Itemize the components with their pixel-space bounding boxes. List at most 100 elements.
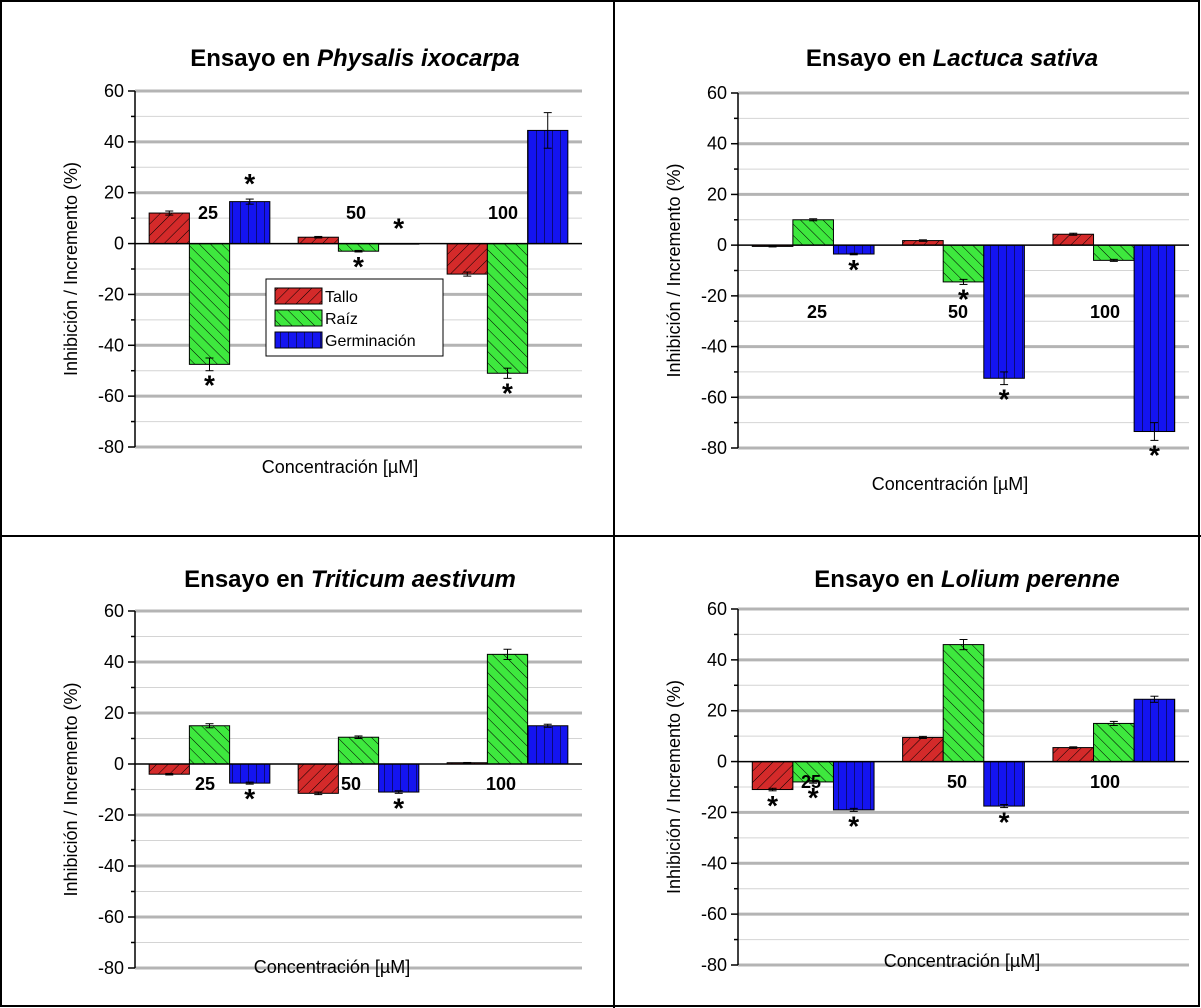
x-axis-label: Concentración [µM] [254, 957, 410, 977]
y-tick-label: 40 [707, 134, 727, 154]
bar-germinacion-50 [378, 763, 420, 793]
chart-svg: Ensayo en Lactuca sativa 60 40 20 0 -20 -40 -60… [664, 45, 1189, 494]
significance-asterisk: * [999, 384, 1010, 415]
x-axis-label: Concentración [µM] [262, 457, 418, 477]
concentration-label-100: 100 [486, 774, 516, 794]
concentration-label-100: 100 [1090, 302, 1120, 322]
bar-germinacion-50 [983, 244, 1025, 379]
legend-label-raiz: Raíz [325, 311, 358, 328]
y-tick-label: 40 [707, 650, 727, 670]
chart-svg: Ensayo en Physalis ixocarpa 60 40 20 0 -20 -40… [61, 45, 582, 477]
y-tick-label: 60 [104, 601, 124, 621]
chart-title-prefix: Ensayo en [184, 566, 311, 593]
significance-asterisk: * [204, 370, 215, 401]
y-tick-label: -20 [701, 286, 727, 306]
concentration-label-100: 100 [1090, 772, 1120, 792]
bar-germinacion-25 [832, 244, 875, 255]
chart-svg: Ensayo en Lolium perenne 60 40 20 0 -20 -40 -60… [664, 566, 1189, 975]
y-tick-label: -80 [98, 437, 124, 457]
bar-tallo-50 [902, 736, 944, 763]
concentration-label-25: 25 [801, 772, 821, 792]
significance-asterisk: * [393, 213, 404, 244]
bar-tallo-50 [297, 763, 339, 794]
chart-title-prefix: Ensayo en [814, 566, 941, 593]
bar-germinacion-50 [983, 761, 1025, 807]
bar-raiz-50 [942, 244, 985, 283]
bar-tallo-100 [1052, 233, 1095, 246]
significance-asterisk: * [353, 251, 364, 282]
legend-label-germinacion: Germinación [325, 333, 416, 350]
bar-tallo-25 [148, 212, 190, 245]
bar-tallo-100 [446, 243, 488, 275]
chart-title-prefix: Ensayo en [806, 45, 933, 72]
concentration-label-50: 50 [947, 772, 967, 792]
y-tick-label: -20 [701, 802, 727, 822]
significance-asterisk: * [999, 807, 1010, 838]
y-tick-label: -60 [701, 387, 727, 407]
concentration-label-50: 50 [948, 302, 968, 322]
legend-label-tallo: Tallo [325, 289, 358, 306]
chart-title-prefix: Ensayo en [190, 45, 317, 72]
chart-title-species: Lolium perenne [941, 566, 1120, 593]
concentration-label-25: 25 [195, 774, 215, 794]
y-tick-label: 60 [707, 599, 727, 619]
y-tick-label: -40 [701, 853, 727, 873]
significance-asterisk: * [848, 810, 859, 841]
bar-germinacion-100 [1133, 698, 1176, 763]
significance-asterisk: * [502, 377, 513, 408]
y-tick-label: -80 [98, 958, 124, 978]
bar-tallo-25 [751, 761, 794, 791]
chart-title-species: Triticum aestivum [311, 566, 516, 593]
bar-tallo-25 [148, 763, 190, 775]
chart-panel-lolium: Ensayo en Lolium perenne 60 40 20 0 -20 -40 -60… [614, 536, 1201, 1008]
significance-asterisk: * [393, 792, 404, 823]
bar-raiz-50 [942, 644, 985, 763]
y-tick-label: -80 [701, 955, 727, 975]
y-tick-label: -60 [98, 907, 124, 927]
significance-asterisk: * [1149, 439, 1160, 470]
y-axis-label: Inhibición / Incremento (%) [61, 162, 81, 376]
y-tick-label: 0 [717, 752, 727, 772]
chart-title: Ensayo en Lactuca sativa [806, 45, 1098, 72]
bar-raiz-25 [188, 243, 231, 365]
x-axis-label: Concentración [µM] [884, 951, 1040, 971]
bar-raiz-100 [1093, 244, 1135, 261]
y-tick-label: 20 [104, 183, 124, 203]
y-tick-label: 40 [104, 652, 124, 672]
bar-tallo-100 [1052, 747, 1095, 763]
bar-germinacion-100 [1133, 244, 1176, 433]
chart-title-species: Lactuca sativa [933, 45, 1098, 72]
bar-raiz-25 [188, 725, 231, 765]
bar-raiz-50 [337, 736, 380, 765]
y-tick-label: -40 [98, 856, 124, 876]
y-tick-label: 20 [104, 703, 124, 723]
chart-svg: Ensayo en Triticum aestivum 60 40 20 0 -20 -40… [61, 566, 582, 978]
bar-raiz-100 [486, 243, 529, 374]
bar-germinacion-25 [229, 763, 271, 784]
y-tick-label: 0 [114, 754, 124, 774]
significance-asterisk: * [244, 783, 255, 814]
chart-panel-lactuca: Ensayo en Lactuca sativa 60 40 20 0 -20 -40 -60… [614, 0, 1201, 536]
y-tick-label: 40 [104, 132, 124, 152]
y-tick-label: -80 [701, 438, 727, 458]
y-tick-label: 60 [707, 83, 727, 103]
chart-title: Ensayo en Lolium perenne [814, 566, 1119, 593]
bar-raiz-100 [486, 653, 529, 765]
y-tick-label: 20 [707, 701, 727, 721]
y-tick-label: -60 [98, 386, 124, 406]
concentration-label-50: 50 [341, 774, 361, 794]
chart-title: Ensayo en Physalis ixocarpa [190, 45, 520, 72]
y-tick-label: -20 [98, 805, 124, 825]
legend: Tallo Raíz Germinación [265, 278, 444, 357]
legend-swatch-tallo [274, 287, 323, 305]
y-tick-label: -20 [98, 284, 124, 304]
y-tick-label: -40 [98, 335, 124, 355]
significance-asterisk: * [848, 254, 859, 285]
concentration-label-25: 25 [807, 302, 827, 322]
y-axis-label: Inhibición / Incremento (%) [664, 680, 684, 894]
bar-germinacion-25 [832, 761, 875, 811]
chart-title: Ensayo en Triticum aestivum [184, 566, 516, 593]
y-tick-label: -40 [701, 337, 727, 357]
y-axis-label: Inhibición / Incremento (%) [664, 163, 684, 377]
